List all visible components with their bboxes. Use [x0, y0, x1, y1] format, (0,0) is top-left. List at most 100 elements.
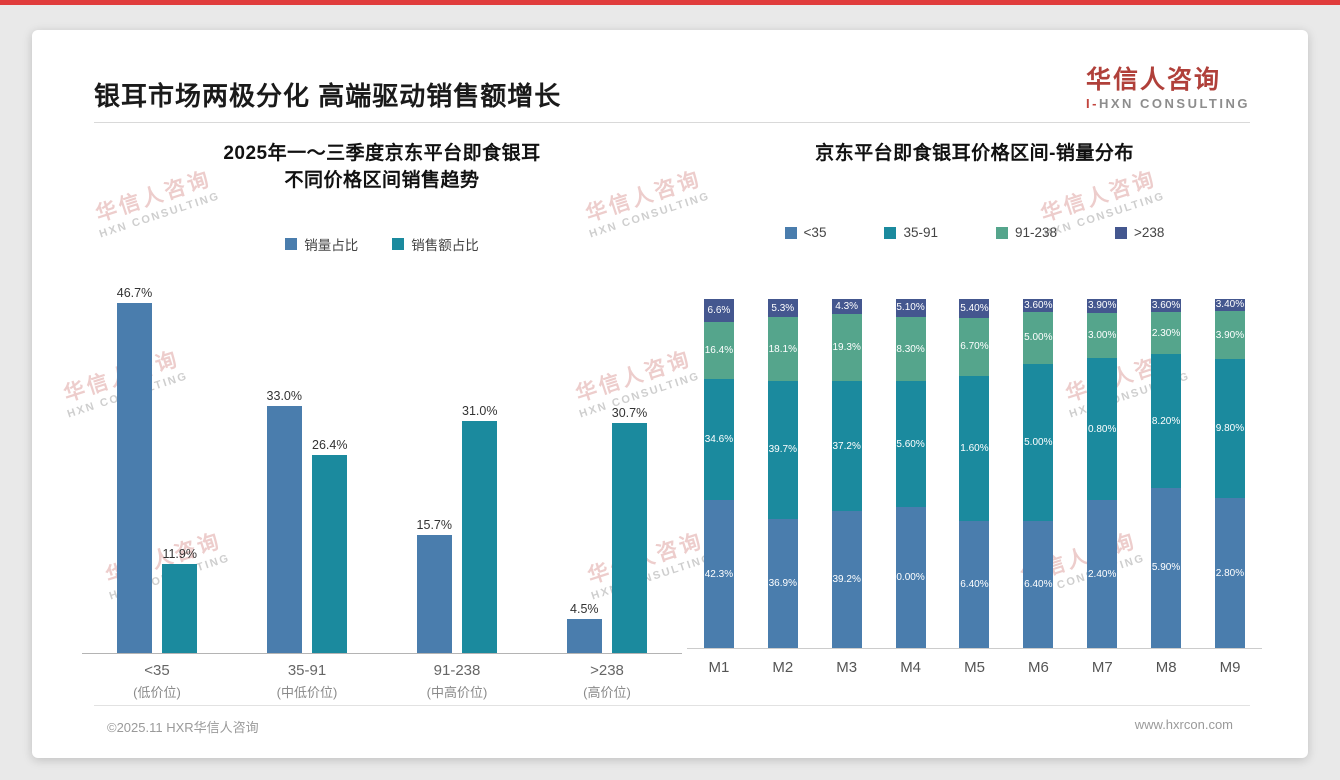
- footer-divider: [94, 705, 1250, 706]
- bar: 33.0%: [266, 389, 302, 653]
- right-chart-title: 京东平台即食银耳价格区间-销量分布: [815, 143, 1134, 164]
- grouped-bar-chart: 2025年一～三季度京东平台即食银耳 不同价格区间销售趋势 销量占比 销售额占比 …: [82, 140, 682, 701]
- segment-value-label: 6.6%: [707, 305, 731, 317]
- bar-segment: 5.00%: [1023, 363, 1054, 521]
- x-axis-label: M6: [1027, 659, 1049, 676]
- bar: 46.7%: [117, 286, 152, 653]
- segment-value-label: 5.90%: [1151, 562, 1181, 574]
- segment-value-label: 5.10%: [896, 302, 925, 314]
- bar-segment: 6.40%: [959, 521, 990, 648]
- legend-label: 销售额占比: [411, 238, 479, 253]
- x-axis-label: >238 (高价位): [532, 662, 682, 701]
- bar-segment: 5.3%: [767, 299, 798, 318]
- x-axis-label-main: 35-91: [287, 662, 327, 679]
- right-chart-plot: 6.6% 16.4% 34.6% 42.3% 5.3% 18.1% 39.7% 36.9% 4.…: [687, 299, 1262, 649]
- segment-value-label: 36.9%: [768, 578, 797, 590]
- bar-segment: 3.60%: [1023, 299, 1054, 312]
- x-axis-label: M1: [708, 659, 730, 676]
- segment-value-label: 18.1%: [768, 343, 797, 355]
- segment-value-label: 39.2%: [832, 574, 861, 586]
- bar-rect: [266, 405, 302, 653]
- bar-segment: 5.90%: [1151, 487, 1182, 648]
- segment-value-label: 5.60%: [896, 438, 925, 450]
- bar-segment: 6.6%: [703, 299, 734, 323]
- x-axis-label: M4: [900, 659, 922, 676]
- segment-value-label: 6.70%: [960, 341, 989, 353]
- bar-value-label: 31.0%: [462, 403, 498, 418]
- stacked-bar: 6.6% 16.4% 34.6% 42.3%: [703, 299, 734, 648]
- segment-value-label: 16.4%: [704, 345, 734, 357]
- x-axis-label-main: >238: [590, 662, 624, 679]
- bar-value-label: 26.4%: [312, 438, 348, 452]
- segment-value-label: 3.90%: [1215, 329, 1245, 341]
- legend-label: 销量占比: [304, 238, 359, 253]
- bar-segment: 18.1%: [767, 317, 798, 381]
- brand-logo-en-text: HXN CONSULTING: [1098, 95, 1250, 111]
- brand-logo-cn: 华信人咨询: [1086, 66, 1222, 94]
- segment-value-label: 3.60%: [1151, 299, 1181, 311]
- bar-group: 46.7% 11.9%: [82, 284, 232, 653]
- bar-segment: 4.3%: [831, 299, 862, 314]
- bar-segment: 0.80%: [1087, 357, 1118, 501]
- bar-segment: 3.40%: [1214, 299, 1245, 311]
- bar: 30.7%: [612, 406, 647, 653]
- bar: 4.5%: [566, 602, 602, 653]
- x-axis-label-main: 91-238: [433, 662, 481, 679]
- slide-card: 华信人咨询 HXN CONSULTING 华信人咨询 HXN CONSULTING 华信…: [32, 30, 1308, 758]
- stacked-bar-chart: 京东平台即食银耳价格区间-销量分布 <35 35-91 91-238 >238 6.6…: [687, 140, 1262, 676]
- bar-value-label: 4.5%: [570, 602, 599, 617]
- stacked-bar: 5.10% 8.30% 5.60% 0.00%: [895, 299, 926, 648]
- segment-value-label: 2.80%: [1215, 567, 1245, 579]
- legend-swatch: [392, 238, 405, 250]
- bar-value-label: 15.7%: [416, 518, 452, 533]
- legend-swatch: [995, 226, 1008, 239]
- legend-label: >238: [1134, 225, 1165, 240]
- slide-footer: ©2025.11 HXR华信人咨询 www.hxrcon.com: [107, 717, 1233, 736]
- segment-value-label: 5.00%: [1024, 332, 1053, 344]
- segment-value-label: 19.3%: [832, 342, 861, 354]
- x-axis-label-main: <35: [144, 662, 170, 679]
- legend-swatch: [884, 226, 897, 239]
- x-axis-label-sub: (中高价位): [426, 685, 488, 700]
- bar-group: 4.5% 30.7%: [532, 284, 682, 653]
- segment-value-label: 0.00%: [896, 571, 925, 583]
- x-axis-label-sub: (中低价位): [276, 685, 338, 700]
- x-axis-label: M5: [964, 659, 985, 676]
- x-axis-label: M2: [772, 659, 794, 676]
- bar-rect: [162, 563, 198, 653]
- segment-value-label: 39.7%: [768, 444, 797, 456]
- segment-value-label: 8.20%: [1151, 415, 1181, 427]
- left-chart-title-line1: 2025年一～三季度京东平台即食银耳: [223, 143, 541, 164]
- legend-item: >238: [1115, 225, 1164, 240]
- bar-rect: [462, 420, 498, 653]
- legend-item: 35-91: [884, 225, 938, 240]
- segment-value-label: 5.00%: [1024, 436, 1053, 448]
- legend-item: 销售额占比: [392, 234, 479, 254]
- bar-segment: 36.9%: [767, 519, 798, 648]
- bar-rect: [566, 619, 602, 653]
- header-divider: [94, 122, 1250, 123]
- bar-segment: 5.60%: [895, 381, 926, 507]
- bar-segment: 16.4%: [703, 322, 734, 380]
- segment-value-label: 5.3%: [771, 302, 795, 314]
- segment-value-label: 2.40%: [1088, 568, 1117, 580]
- x-axis-label: 35-91 (中低价位): [232, 662, 382, 701]
- bar-segment: 5.10%: [895, 299, 926, 317]
- stacked-bar: 3.60% 5.00% 5.00% 6.40%: [1023, 299, 1054, 648]
- bar-rect: [116, 302, 152, 653]
- bar-segment: 42.3%: [703, 500, 734, 648]
- bar-group: 33.0% 26.4%: [232, 284, 382, 653]
- right-chart-x-axis: M1 M2 M3 M4 M5 M6 M7 M8 M9: [687, 659, 1262, 676]
- x-axis-label: 91-238 (中高价位): [382, 662, 532, 701]
- segment-value-label: 8.30%: [896, 343, 925, 355]
- bar-segment: 3.60%: [1151, 299, 1182, 312]
- bar-segment: 39.2%: [831, 511, 862, 648]
- x-axis-label: M9: [1219, 659, 1241, 676]
- slide-header: 银耳市场两极分化 高端驱动销售额增长 华信人咨询 I-HXN CONSULTIN…: [94, 66, 1250, 113]
- x-axis-label: M7: [1091, 659, 1113, 676]
- stacked-bar: 3.60% 2.30% 8.20% 5.90%: [1151, 299, 1182, 648]
- footer-website: www.hxrcon.com: [1134, 717, 1233, 732]
- bar-value-label: 11.9%: [162, 546, 197, 561]
- stacked-bar: 4.3% 19.3% 37.2% 39.2%: [831, 299, 862, 648]
- x-axis-label: M3: [836, 659, 858, 676]
